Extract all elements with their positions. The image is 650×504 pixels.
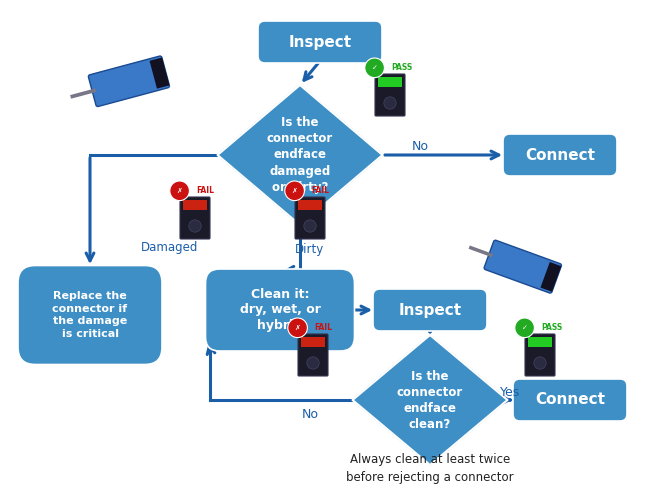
FancyBboxPatch shape bbox=[301, 337, 325, 347]
FancyBboxPatch shape bbox=[150, 57, 170, 89]
Text: FAIL: FAIL bbox=[315, 323, 332, 332]
Text: ✗: ✗ bbox=[177, 188, 183, 194]
FancyBboxPatch shape bbox=[375, 74, 405, 116]
Text: Is the
connector
endface
clean?: Is the connector endface clean? bbox=[397, 369, 463, 430]
FancyBboxPatch shape bbox=[298, 334, 328, 376]
Polygon shape bbox=[352, 335, 508, 465]
Circle shape bbox=[534, 357, 546, 369]
FancyBboxPatch shape bbox=[18, 266, 162, 364]
Circle shape bbox=[170, 181, 189, 201]
Circle shape bbox=[285, 181, 304, 201]
Text: Inspect: Inspect bbox=[289, 34, 352, 49]
FancyBboxPatch shape bbox=[298, 200, 322, 210]
Circle shape bbox=[304, 220, 316, 232]
Text: No: No bbox=[302, 409, 318, 421]
Text: Inspect: Inspect bbox=[398, 302, 462, 318]
FancyBboxPatch shape bbox=[503, 134, 617, 176]
FancyBboxPatch shape bbox=[513, 379, 627, 421]
FancyBboxPatch shape bbox=[205, 269, 354, 351]
Text: Replace the
connector if
the damage
is critical: Replace the connector if the damage is c… bbox=[53, 291, 127, 339]
Text: ✗: ✗ bbox=[292, 188, 298, 194]
FancyBboxPatch shape bbox=[378, 77, 402, 87]
Circle shape bbox=[288, 318, 307, 338]
Circle shape bbox=[307, 357, 319, 369]
Text: Connect: Connect bbox=[525, 148, 595, 162]
Text: Connect: Connect bbox=[535, 393, 605, 408]
Text: Dirty: Dirty bbox=[295, 243, 324, 257]
FancyBboxPatch shape bbox=[528, 337, 552, 347]
FancyBboxPatch shape bbox=[525, 334, 555, 376]
Circle shape bbox=[515, 318, 534, 338]
FancyBboxPatch shape bbox=[258, 21, 382, 63]
Text: PASS: PASS bbox=[541, 323, 563, 332]
FancyBboxPatch shape bbox=[484, 240, 562, 293]
Circle shape bbox=[189, 220, 201, 232]
Text: Yes: Yes bbox=[500, 387, 520, 400]
Text: ✓: ✓ bbox=[522, 325, 528, 331]
FancyBboxPatch shape bbox=[373, 289, 487, 331]
Text: FAIL: FAIL bbox=[196, 186, 214, 196]
FancyBboxPatch shape bbox=[180, 197, 210, 239]
Polygon shape bbox=[218, 85, 382, 225]
Text: Always clean at least twice
before rejecting a connector: Always clean at least twice before rejec… bbox=[346, 453, 514, 483]
Text: PASS: PASS bbox=[391, 64, 413, 72]
FancyBboxPatch shape bbox=[295, 197, 325, 239]
FancyBboxPatch shape bbox=[88, 56, 170, 106]
Text: Damaged: Damaged bbox=[141, 241, 199, 255]
Text: FAIL: FAIL bbox=[311, 186, 330, 196]
FancyBboxPatch shape bbox=[183, 200, 207, 210]
Text: Clean it:
dry, wet, or
hybrid: Clean it: dry, wet, or hybrid bbox=[240, 287, 320, 333]
Text: ✗: ✗ bbox=[294, 325, 300, 331]
Circle shape bbox=[365, 58, 384, 78]
Circle shape bbox=[384, 97, 396, 109]
FancyBboxPatch shape bbox=[541, 262, 562, 292]
Text: Is the
connector
endface
damaged
or dirty?: Is the connector endface damaged or dirt… bbox=[267, 116, 333, 194]
Text: No: No bbox=[411, 141, 428, 154]
Text: ✓: ✓ bbox=[372, 65, 378, 71]
